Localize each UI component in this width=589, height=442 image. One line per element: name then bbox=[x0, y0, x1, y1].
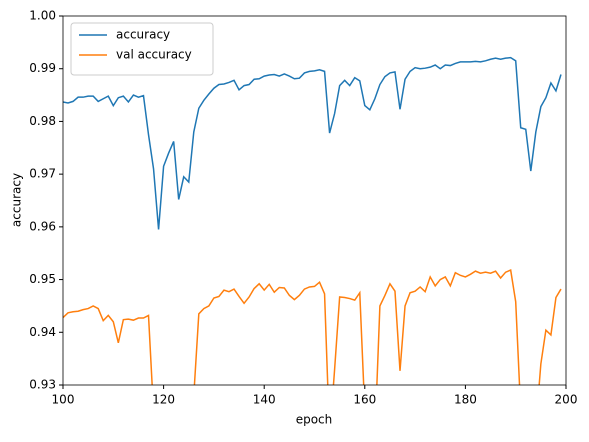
y-tick-label: 0.97 bbox=[29, 167, 56, 181]
y-tick-label: 0.93 bbox=[29, 378, 56, 392]
plot-frame bbox=[62, 15, 567, 386]
line bbox=[63, 56, 562, 230]
y-tick-label: 1.00 bbox=[29, 9, 56, 23]
legend-label: val accuracy bbox=[116, 48, 192, 62]
x-tick-label: 120 bbox=[152, 393, 175, 407]
plot-area bbox=[63, 56, 562, 385]
x-tick-label: 200 bbox=[555, 393, 578, 407]
y-tick-label: 0.98 bbox=[29, 114, 56, 128]
legend-box bbox=[70, 22, 214, 76]
x-tick-label: 160 bbox=[353, 393, 376, 407]
y-tick-label: 0.99 bbox=[29, 61, 56, 75]
x-tick-label: 100 bbox=[52, 393, 75, 407]
x-axis-label: epoch bbox=[296, 413, 333, 427]
y-tick-label: 0.95 bbox=[29, 272, 56, 286]
y-tick-label: 0.94 bbox=[29, 325, 56, 339]
y-axis-label: accuracy bbox=[10, 173, 24, 227]
line bbox=[63, 269, 562, 385]
y-tick-label: 0.96 bbox=[29, 219, 56, 233]
x-tick-label: 140 bbox=[253, 393, 276, 407]
legend-label: accuracy bbox=[116, 28, 170, 42]
x-tick-label: 180 bbox=[454, 393, 477, 407]
